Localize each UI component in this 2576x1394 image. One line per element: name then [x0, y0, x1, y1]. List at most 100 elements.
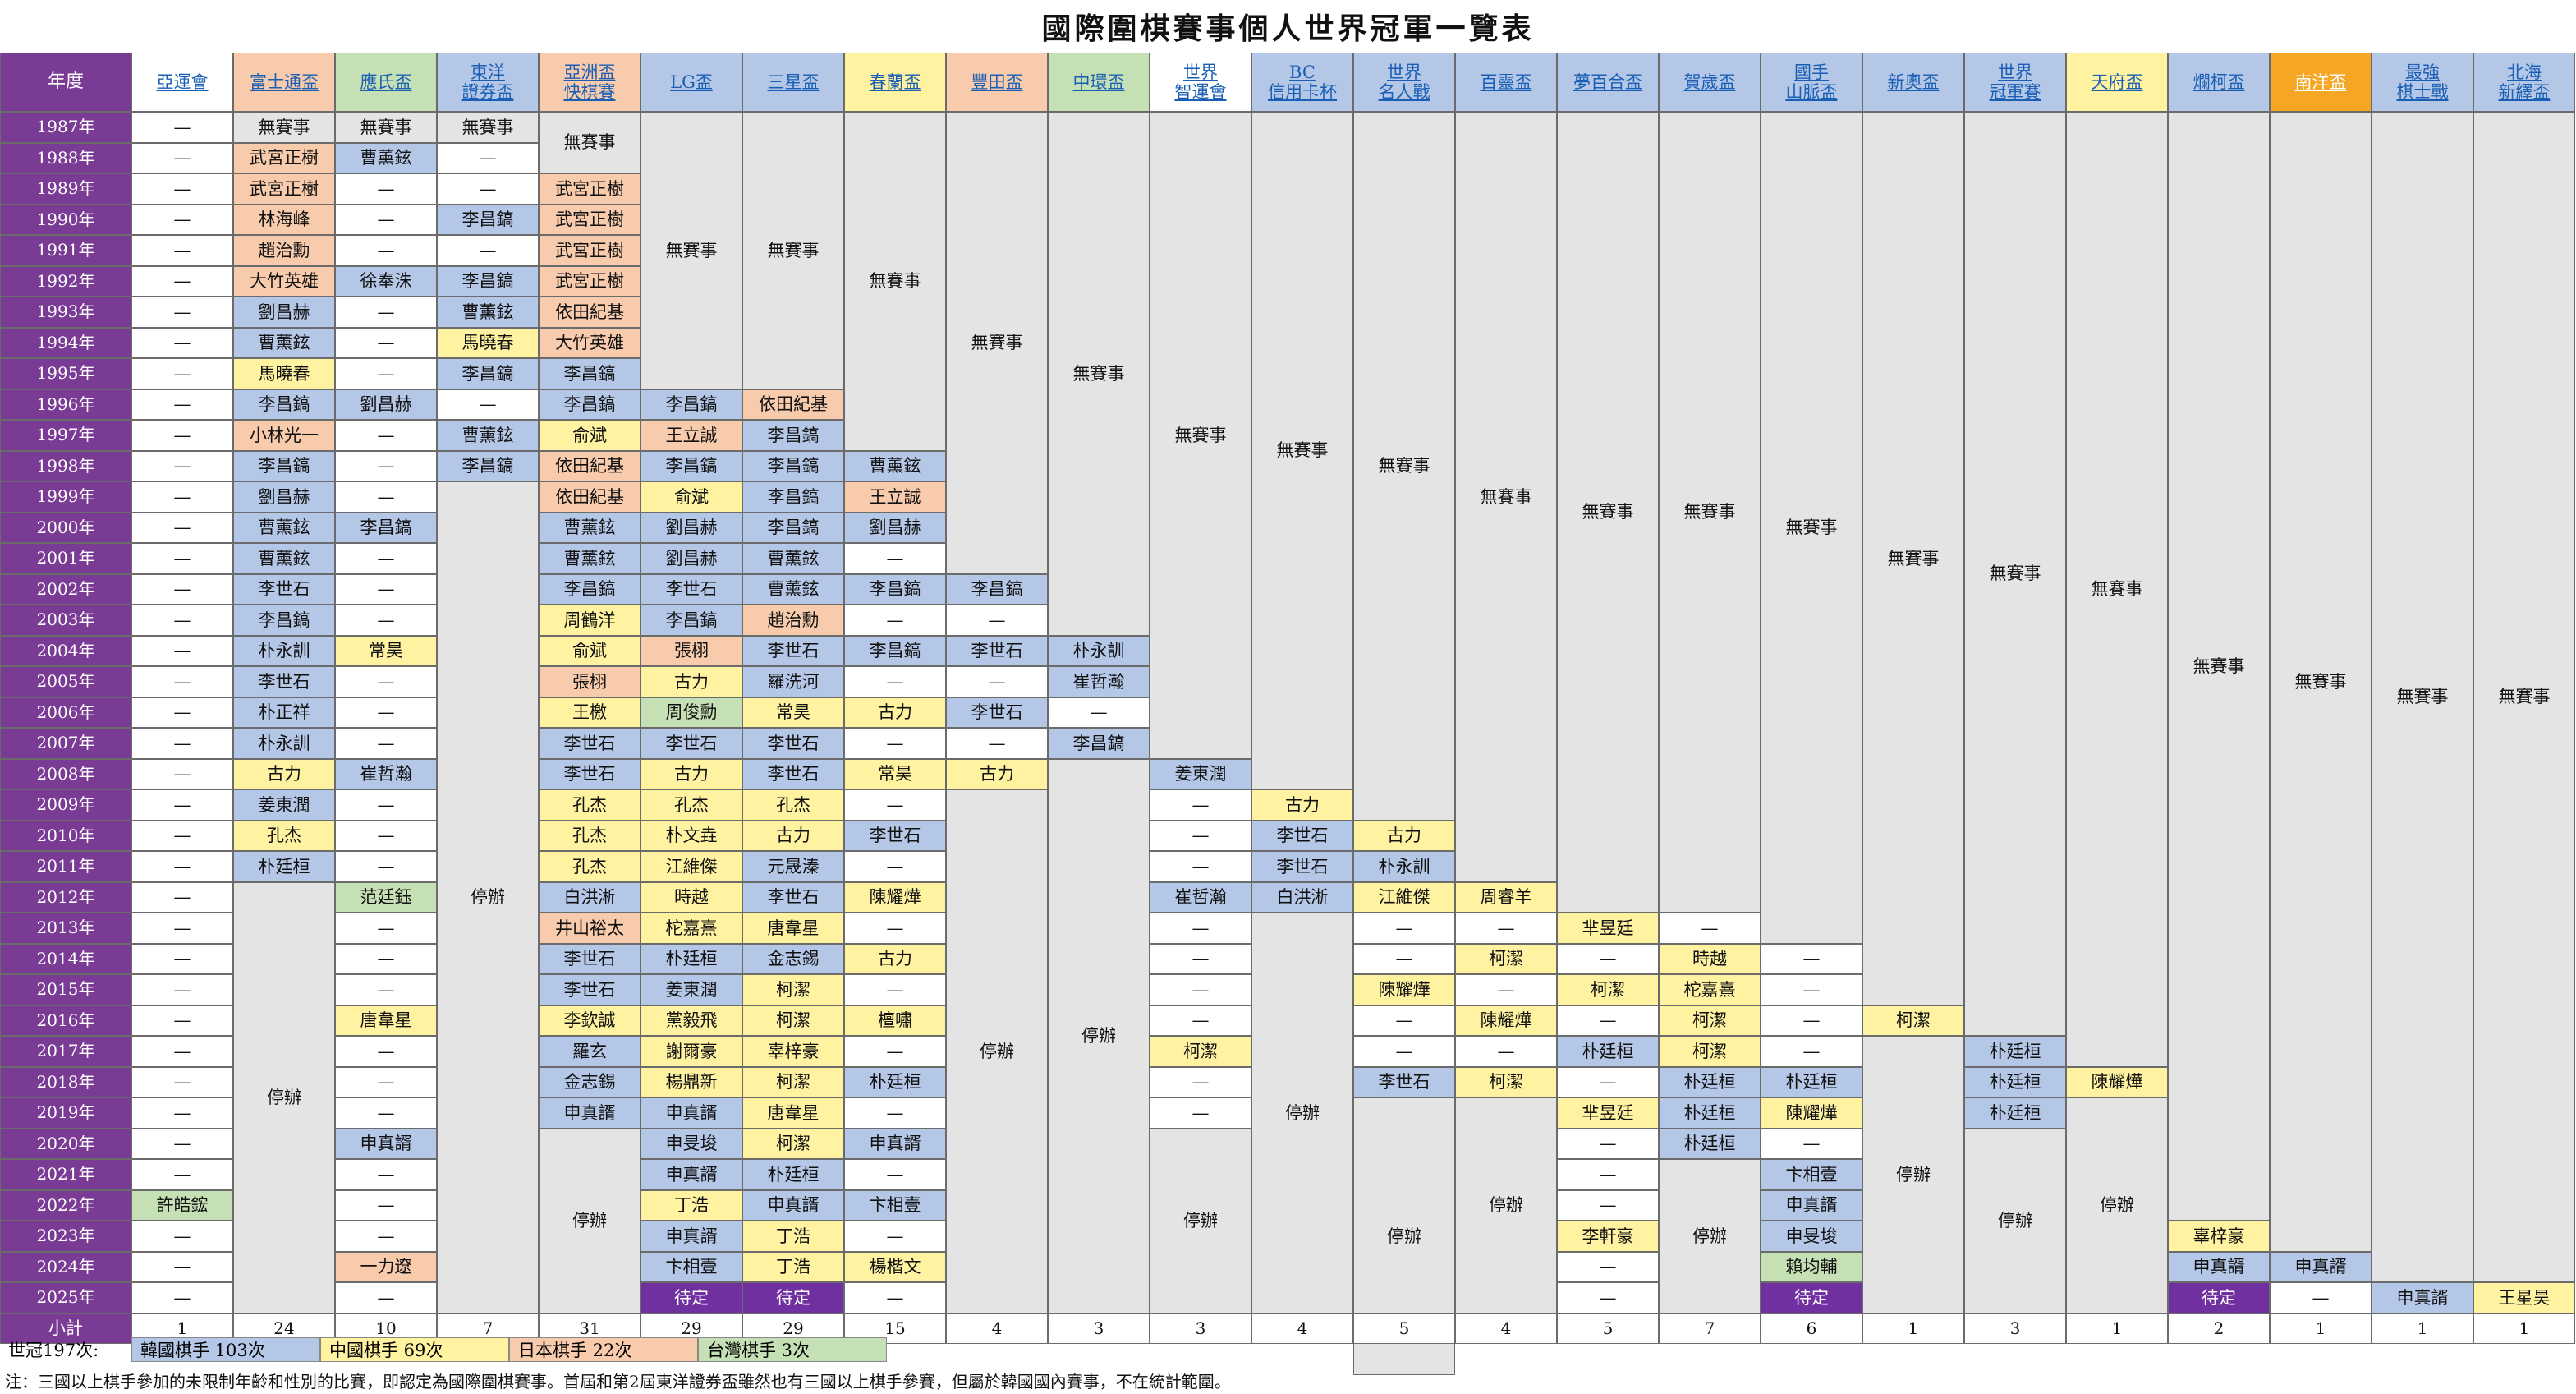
champion-cell: 曹薰鉉: [335, 142, 437, 173]
year-label: 1995年: [0, 358, 131, 389]
year-label: 1998年: [0, 450, 131, 481]
champion-cell: 曹薰鉉: [233, 512, 335, 543]
no-event-cell: 無賽事: [1964, 112, 2066, 1036]
empty-cell: —: [335, 573, 437, 605]
empty-cell: —: [131, 1036, 233, 1067]
champion-cell: 申真諝: [2168, 1251, 2270, 1282]
empty-cell: —: [131, 450, 233, 481]
tournament-name-line[interactable]: 智運會: [1174, 82, 1227, 102]
empty-cell: —: [335, 913, 437, 944]
empty-cell: —: [844, 1097, 946, 1129]
tournament-name-line[interactable]: 富士通盃: [250, 71, 319, 92]
tournament-name-line[interactable]: 爛柯盃: [2193, 71, 2245, 92]
champion-cell: 周睿羊: [1455, 881, 1557, 913]
tournament-name-line[interactable]: 亞運會: [156, 71, 209, 92]
champion-cell: 李昌鎬: [742, 420, 844, 451]
tournament-name-line[interactable]: 新奧盃: [1887, 71, 1940, 92]
tournament-header: 百靈盃: [1455, 53, 1557, 112]
discontinued-cell: 停辦: [1251, 913, 1353, 1313]
year-label: 2023年: [0, 1221, 131, 1252]
year-label: 2025年: [0, 1282, 131, 1313]
tournament-name-line[interactable]: 世界: [1183, 62, 1218, 82]
subtotal-value: 4: [946, 1313, 1048, 1344]
champion-cell: 曹薰鉉: [742, 543, 844, 574]
empty-cell: —: [131, 235, 233, 266]
empty-cell: —: [1455, 913, 1557, 944]
empty-cell: —: [131, 204, 233, 235]
tournament-name-line[interactable]: 亞洲盃: [563, 62, 616, 82]
tournament-name-line[interactable]: 世界: [1998, 62, 2032, 82]
champion-cell: 李昌鎬: [335, 512, 437, 543]
champion-cell: 朴正祥: [233, 697, 335, 728]
tournament-name-line[interactable]: 夢百合盃: [1573, 71, 1642, 92]
tournament-name-line[interactable]: 天府盃: [2091, 71, 2143, 92]
champion-cell: 朴廷桓: [1659, 1066, 1761, 1097]
champion-cell: 武宮正樹: [539, 173, 641, 205]
discontinued-cell: 停辦: [2066, 1097, 2168, 1313]
champion-cell: 劉昌赫: [641, 512, 742, 543]
champion-cell: 李昌鎬: [437, 450, 539, 481]
empty-cell: —: [1761, 974, 1862, 1005]
tournament-name-line[interactable]: 證券盃: [461, 82, 514, 102]
tournament-name-line[interactable]: 山脈盃: [1785, 82, 1838, 102]
empty-cell: —: [335, 235, 437, 266]
tournament-name-line[interactable]: LG盃: [670, 71, 713, 92]
tournament-header: 爛柯盃: [2168, 53, 2270, 112]
champion-cell: 李世石: [844, 820, 946, 851]
champion-cell: 一力遼: [335, 1251, 437, 1282]
champion-cell: 俞斌: [641, 481, 742, 513]
tournament-name-line[interactable]: 應氏盃: [360, 71, 412, 92]
year-label: 2022年: [0, 1189, 131, 1221]
tournament-name-line[interactable]: 冠軍賽: [1989, 82, 2041, 102]
tournament-name-line[interactable]: 棋士戰: [2396, 82, 2449, 102]
tournament-name-line[interactable]: 豐田盃: [971, 71, 1023, 92]
empty-cell: —: [131, 265, 233, 297]
tournament-name-line[interactable]: 三星盃: [767, 71, 820, 92]
tournament-name-line[interactable]: 賀歲盃: [1683, 71, 1736, 92]
champion-cell: 李世石: [742, 881, 844, 913]
tournament-name-line[interactable]: 百靈盃: [1480, 71, 1532, 92]
champion-cell: 申真諝: [1761, 1189, 1862, 1221]
champion-cell: 申真諝: [2270, 1251, 2372, 1282]
champion-cell: 俞斌: [539, 635, 641, 666]
champion-cell: 王立誠: [641, 420, 742, 451]
empty-cell: —: [844, 666, 946, 697]
empty-cell: —: [131, 697, 233, 728]
tournament-header: 富士通盃: [233, 53, 335, 112]
champion-cell: 申旻埈: [641, 1128, 742, 1159]
tournament-name-line[interactable]: 信用卡杯: [1268, 82, 1337, 102]
tournament-name-line[interactable]: 中環盃: [1072, 71, 1125, 92]
no-event-cell: 無賽事: [742, 112, 844, 389]
tournament-header: 世界 名人戰: [1353, 53, 1455, 112]
tournament-header: 亞洲盃 快棋賽: [539, 53, 641, 112]
tournament-name-line[interactable]: 世界: [1387, 62, 1421, 82]
champion-cell: 古力: [844, 943, 946, 974]
champion-cell: 江維傑: [641, 851, 742, 882]
tournament-name-line[interactable]: 新繹盃: [2498, 82, 2551, 102]
champion-cell: 李昌鎬: [742, 450, 844, 481]
champion-cell: 楊楷文: [844, 1251, 946, 1282]
tournament-name-line[interactable]: BC: [1289, 62, 1316, 82]
subtotal-value: 1: [2372, 1313, 2473, 1344]
champion-cell: 古力: [1353, 820, 1455, 851]
empty-cell: —: [437, 173, 539, 205]
champion-cell: 唐韋星: [742, 1097, 844, 1129]
tournament-name-line[interactable]: 快棋賽: [563, 82, 616, 102]
empty-cell: —: [946, 666, 1048, 697]
champion-cell: 武宮正樹: [233, 142, 335, 173]
empty-cell: —: [335, 943, 437, 974]
tournament-name-line[interactable]: 春蘭盃: [869, 71, 921, 92]
champion-cell: 朴永訓: [1353, 851, 1455, 882]
year-label: 1999年: [0, 481, 131, 513]
tournament-name-line[interactable]: 最強: [2405, 62, 2440, 82]
empty-cell: —: [131, 943, 233, 974]
champion-cell: 劉昌赫: [233, 297, 335, 328]
tournament-name-line[interactable]: 南洋盃: [2294, 71, 2347, 92]
champion-cell: 李昌鎬: [742, 481, 844, 513]
empty-cell: —: [1557, 1251, 1659, 1282]
tournament-name-line[interactable]: 名人戰: [1378, 82, 1430, 102]
tournament-name-line[interactable]: 東洋: [471, 62, 505, 82]
champion-cell: 李昌鎬: [1048, 728, 1150, 759]
tournament-name-line[interactable]: 國手: [1794, 62, 1829, 82]
tournament-name-line[interactable]: 北海: [2507, 62, 2542, 82]
